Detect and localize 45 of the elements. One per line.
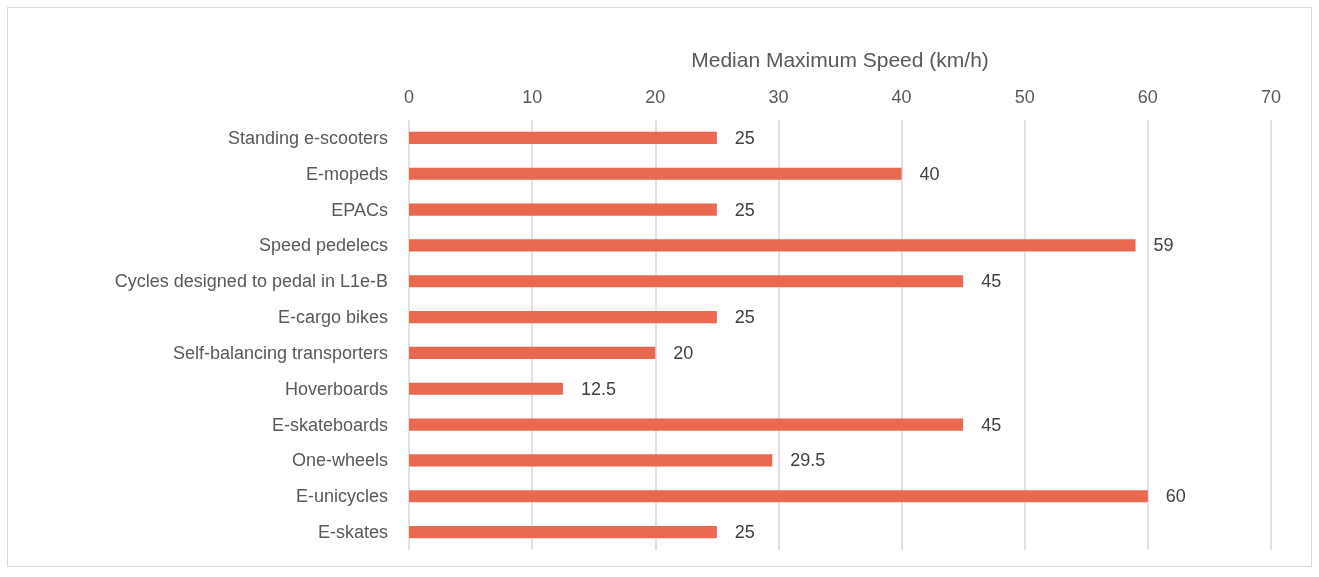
bar: [409, 490, 1148, 503]
x-tick-label: 10: [522, 87, 543, 107]
y-tick-label: EPACs: [331, 199, 388, 220]
x-tick-label: 40: [891, 87, 912, 107]
x-axis-title: Median Maximum Speed (km/h): [691, 48, 989, 71]
bar: [409, 310, 717, 324]
x-tick-label: 70: [1260, 87, 1282, 107]
data-label: 60: [1165, 486, 1186, 507]
y-tick-label: E-skates: [317, 522, 388, 543]
bar: [409, 167, 902, 180]
data-label: 12.5: [580, 378, 616, 399]
data-label: 59: [1153, 235, 1174, 256]
y-tick-label: E-unicycles: [295, 486, 388, 507]
bar: [409, 131, 717, 145]
bar: [409, 239, 1136, 252]
bar: [409, 275, 964, 288]
data-label: 25: [734, 199, 755, 220]
bar: [409, 525, 717, 539]
y-tick-label: E-mopeds: [305, 163, 388, 184]
data-label: 40: [919, 163, 940, 184]
y-tick-label: One-wheels: [291, 450, 388, 471]
y-tick-label: Self-balancing transporters: [172, 342, 388, 363]
y-tick-label: E-skateboards: [271, 414, 388, 435]
bar: [409, 454, 773, 467]
y-tick-label: Cycles designed to pedal in L1e-B: [114, 271, 388, 292]
y-tick-label: Speed pedelecs: [258, 235, 388, 256]
x-tick-label: 0: [403, 87, 415, 107]
x-tick-label: 50: [1014, 87, 1035, 107]
y-tick-label: Hoverboards: [284, 378, 388, 399]
data-label: 25: [734, 307, 755, 328]
data-label: 45: [981, 414, 1002, 435]
y-tick-label: Standing e-scooters: [227, 127, 388, 148]
data-label: 45: [981, 271, 1002, 292]
bar: [409, 418, 964, 431]
data-label: 20: [673, 342, 694, 363]
y-tick-label: E-cargo bikes: [277, 307, 388, 328]
data-label: 29.5: [790, 450, 826, 471]
bar: [409, 346, 656, 360]
x-tick-label: 20: [645, 87, 666, 107]
x-tick-label: 60: [1137, 87, 1158, 107]
x-tick-label: 30: [768, 87, 789, 107]
data-label: 25: [734, 127, 755, 148]
data-label: 25: [734, 522, 755, 543]
bar: [409, 203, 717, 216]
bar: [409, 382, 563, 395]
